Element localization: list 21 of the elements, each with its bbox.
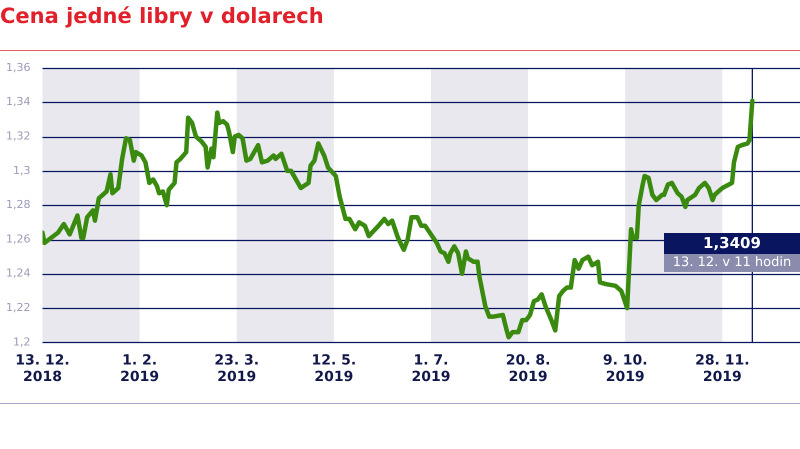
y-tick-label: 1,22 [6, 300, 30, 314]
y-tick-label: 1,32 [6, 129, 30, 142]
x-tick-label: 1. 2. 2019 [120, 352, 160, 386]
chart-title: Cena jedné libry v dolarech [0, 4, 324, 28]
x-tick-label: 9. 10. 2019 [602, 352, 648, 386]
y-tick-label: 1,2 [12, 335, 30, 348]
y-tick-label: 1,26 [6, 232, 30, 246]
y-tick-label: 1,36 [6, 60, 30, 74]
x-tick-label: 28. 11. 2019 [695, 352, 750, 386]
x-tick-label: 23. 3. 2019 [214, 352, 260, 386]
annotation: 1,3409 [664, 232, 800, 254]
y-tick-label: 1,3 [12, 164, 30, 177]
annotation: 13. 12. v 11 hodin [664, 254, 800, 272]
x-tick-label: 12. 5. 2019 [311, 352, 356, 386]
y-tick-label: 1,24 [6, 266, 30, 280]
x-tick-label: 13. 12. 2018 [15, 352, 70, 386]
callout-label: 1,3409 13. 12. v 11 hodin [664, 232, 800, 272]
y-tick-label: 1,34 [6, 95, 30, 108]
x-tick-label: 1. 7. 2019 [411, 352, 450, 386]
x-tick-label: 20. 8. 2019 [506, 352, 550, 386]
y-tick-label: 1,28 [6, 198, 30, 212]
